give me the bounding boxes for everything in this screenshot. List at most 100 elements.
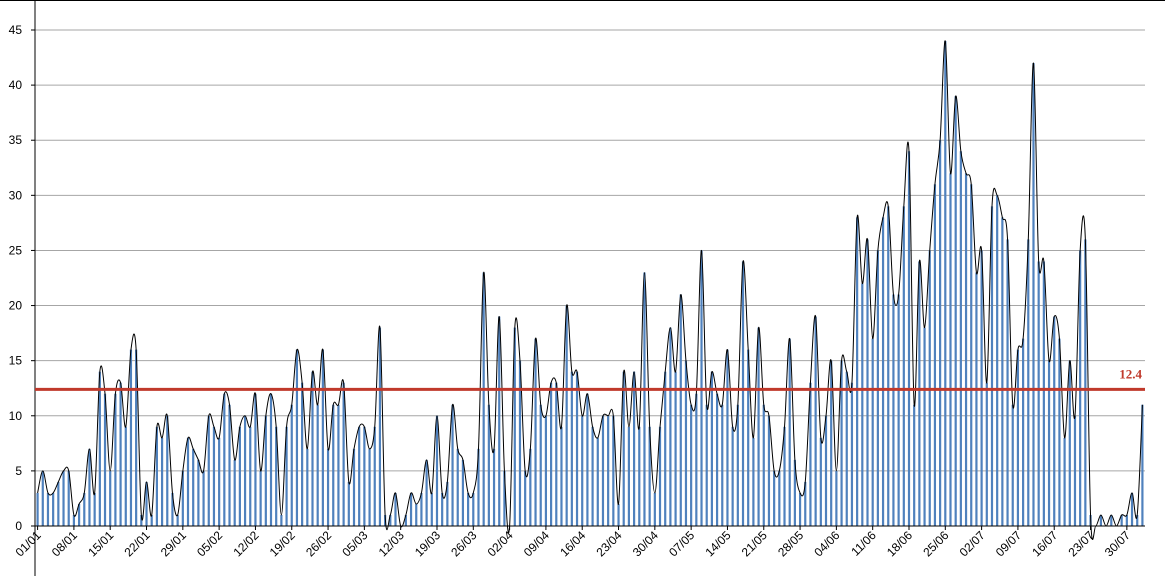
y-tick-label: 0	[15, 519, 22, 533]
y-tick-label: 40	[9, 78, 23, 92]
x-tick-label: 12/03	[376, 528, 407, 559]
bar	[280, 514, 283, 526]
bar	[954, 96, 957, 526]
x-tick-label: 16/04	[557, 528, 588, 559]
bar	[596, 437, 599, 526]
bar	[285, 426, 288, 526]
x-tick-label: 07/05	[666, 528, 697, 559]
bar	[98, 371, 101, 526]
bar	[254, 393, 257, 526]
bar	[881, 217, 885, 526]
bar	[747, 349, 750, 526]
x-tick-label: 19/02	[267, 528, 298, 559]
bar	[939, 140, 942, 526]
bar	[150, 514, 153, 526]
bar	[1053, 316, 1056, 526]
bar	[814, 316, 817, 526]
x-tick-label: 08/01	[49, 528, 80, 559]
bar	[674, 371, 677, 526]
bar	[218, 437, 221, 526]
bar	[996, 195, 999, 526]
bar	[228, 404, 231, 526]
x-tick-label: 19/03	[412, 528, 443, 559]
bar	[684, 360, 688, 526]
bar	[1047, 360, 1051, 526]
bar	[363, 426, 366, 526]
bar	[62, 470, 65, 526]
bar	[565, 305, 568, 526]
x-tick-label: 09/04	[521, 528, 552, 559]
bar	[264, 415, 267, 526]
bar	[767, 415, 771, 526]
bar	[664, 371, 667, 526]
bar	[985, 382, 988, 526]
bar	[409, 492, 413, 526]
bar	[233, 459, 236, 526]
bar	[1110, 514, 1113, 526]
bar	[326, 448, 330, 526]
bar	[798, 492, 802, 526]
bar	[555, 382, 558, 526]
bar	[342, 382, 345, 526]
bar	[534, 338, 537, 526]
bar	[612, 415, 615, 526]
bar	[477, 448, 480, 526]
bar	[653, 492, 656, 526]
bar	[67, 470, 70, 526]
bar	[119, 382, 122, 526]
x-tick-label: 30/04	[630, 528, 661, 559]
bar	[1032, 63, 1035, 526]
bar	[441, 492, 444, 526]
bar	[871, 338, 874, 526]
bar	[192, 448, 195, 526]
bar	[1141, 404, 1144, 526]
bar	[809, 382, 812, 526]
bar	[575, 371, 579, 526]
x-tick-label: 05/02	[194, 528, 225, 559]
bar	[202, 470, 205, 526]
bar	[731, 426, 734, 526]
bar	[1084, 239, 1087, 527]
bar	[275, 426, 278, 526]
bar	[492, 448, 496, 526]
bar	[581, 415, 584, 526]
bar	[949, 173, 952, 527]
bar	[269, 393, 273, 526]
x-tick-label: 26/03	[448, 528, 479, 559]
bar	[513, 327, 516, 526]
bar	[1125, 514, 1128, 526]
bar	[472, 492, 475, 526]
bar	[970, 184, 973, 526]
bar	[975, 272, 978, 526]
bar	[306, 448, 309, 526]
x-tick-label: 29/01	[158, 528, 189, 559]
bar	[404, 514, 407, 526]
bar	[93, 492, 96, 526]
bar	[238, 426, 241, 526]
bar	[83, 492, 86, 526]
bar	[88, 448, 91, 526]
bar	[124, 426, 127, 526]
bar	[591, 426, 594, 526]
bar	[1063, 437, 1066, 526]
bar	[850, 382, 854, 526]
y-tick-label: 45	[9, 23, 23, 37]
bar	[249, 426, 252, 526]
bar	[773, 470, 776, 526]
x-tick-label: 23/07	[1066, 528, 1097, 559]
bar	[715, 393, 719, 526]
bar	[959, 151, 962, 527]
x-tick-label: 11/06	[848, 528, 879, 559]
bar	[36, 492, 39, 526]
x-tick-label: 09/07	[993, 528, 1024, 559]
bar	[259, 470, 262, 526]
bar	[923, 327, 926, 526]
bar	[632, 371, 636, 526]
bar	[52, 492, 55, 526]
bar	[902, 206, 905, 527]
bar	[420, 492, 423, 526]
bar	[1037, 261, 1040, 526]
bar	[337, 404, 340, 526]
bar	[856, 217, 859, 526]
bar	[524, 470, 527, 526]
